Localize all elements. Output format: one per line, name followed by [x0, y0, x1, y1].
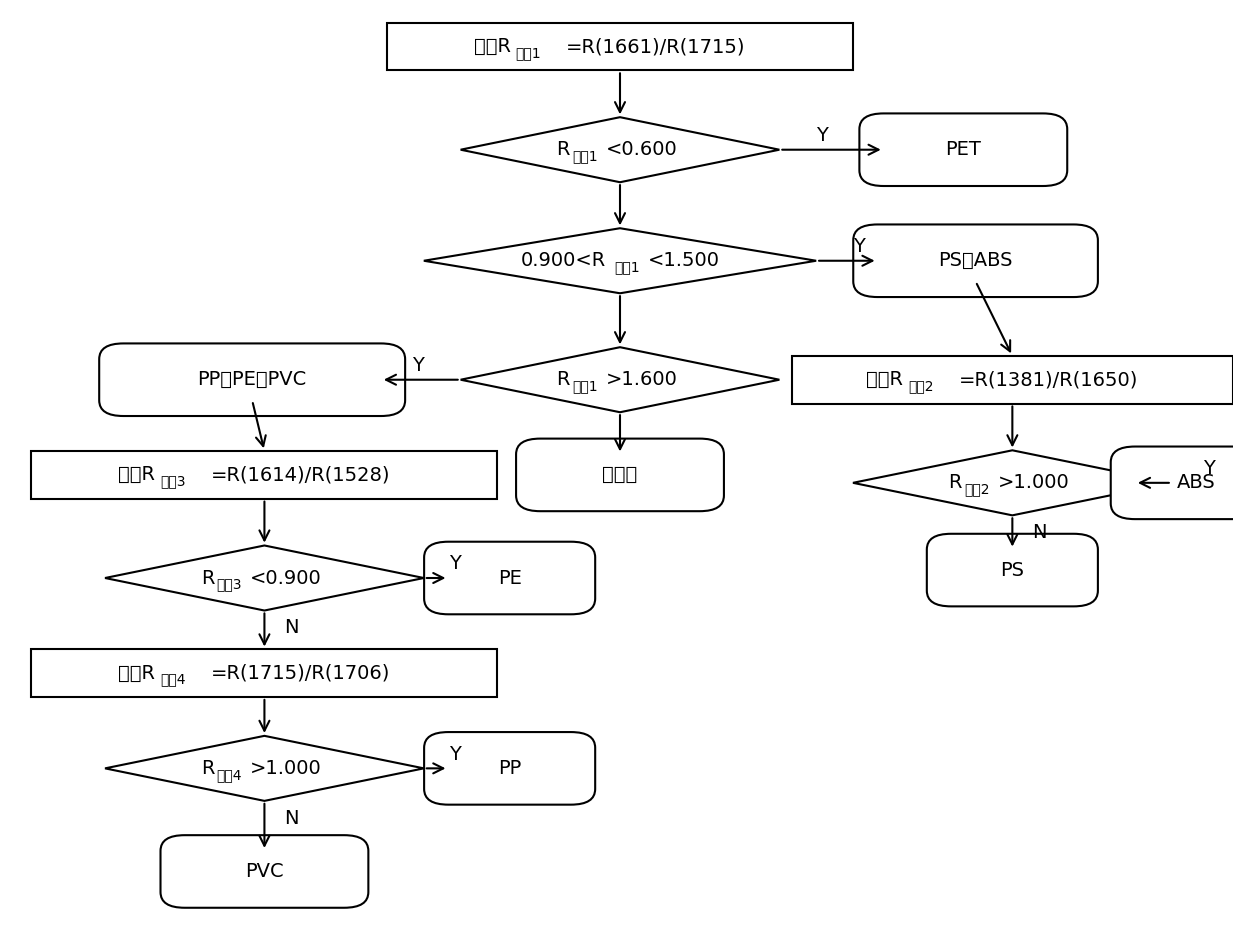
Text: PVC: PVC	[246, 862, 284, 881]
FancyBboxPatch shape	[424, 732, 595, 805]
Text: <0.600: <0.600	[606, 140, 677, 159]
Polygon shape	[105, 736, 424, 801]
Polygon shape	[853, 450, 1172, 516]
Polygon shape	[424, 228, 816, 294]
Text: N: N	[284, 808, 299, 828]
Text: N: N	[284, 619, 299, 637]
Text: =R(1715)/R(1706): =R(1715)/R(1706)	[211, 664, 389, 682]
Polygon shape	[105, 545, 424, 610]
Text: 相对2: 相对2	[908, 379, 934, 393]
Text: 相对4: 相对4	[160, 672, 186, 686]
FancyBboxPatch shape	[424, 542, 595, 614]
Text: 相对1: 相对1	[614, 260, 640, 274]
Text: N: N	[1032, 523, 1047, 543]
Text: Y: Y	[1203, 459, 1214, 478]
Text: Y: Y	[449, 555, 460, 573]
Text: >1.000: >1.000	[250, 759, 322, 778]
Text: 未知样: 未知样	[603, 466, 637, 484]
FancyBboxPatch shape	[516, 439, 724, 511]
FancyBboxPatch shape	[31, 649, 497, 697]
FancyBboxPatch shape	[853, 224, 1097, 297]
Text: Y: Y	[853, 237, 866, 256]
Text: PS: PS	[1001, 560, 1024, 580]
Text: <1.500: <1.500	[649, 251, 720, 270]
Text: =R(1381)/R(1650): =R(1381)/R(1650)	[959, 370, 1138, 389]
Text: >1.000: >1.000	[998, 473, 1070, 493]
Text: <0.900: <0.900	[250, 569, 322, 587]
Text: PS、ABS: PS、ABS	[939, 251, 1013, 270]
Text: 计算R: 计算R	[118, 664, 155, 682]
Text: 相对1: 相对1	[516, 46, 541, 60]
Text: >1.600: >1.600	[606, 370, 678, 389]
Polygon shape	[460, 347, 780, 412]
Text: R: R	[557, 370, 569, 389]
Text: 相对1: 相对1	[572, 149, 598, 163]
Text: 计算R: 计算R	[474, 37, 511, 56]
Text: 计算R: 计算R	[867, 370, 904, 389]
Text: 相对3: 相对3	[160, 474, 186, 488]
Text: Y: Y	[816, 126, 828, 145]
Text: Y: Y	[412, 356, 424, 375]
Text: PP: PP	[498, 759, 521, 778]
Text: =R(1614)/R(1528): =R(1614)/R(1528)	[211, 466, 391, 484]
FancyBboxPatch shape	[31, 451, 497, 499]
Text: R: R	[557, 140, 569, 159]
FancyBboxPatch shape	[791, 356, 1233, 404]
Text: ABS: ABS	[1177, 473, 1215, 493]
FancyBboxPatch shape	[926, 533, 1097, 607]
Polygon shape	[460, 118, 780, 182]
FancyBboxPatch shape	[387, 23, 853, 70]
Text: PET: PET	[945, 140, 981, 159]
Text: 相对2: 相对2	[965, 482, 990, 496]
FancyBboxPatch shape	[859, 113, 1068, 186]
Text: 相对1: 相对1	[572, 379, 598, 393]
FancyBboxPatch shape	[1111, 446, 1240, 519]
Text: 相对4: 相对4	[217, 768, 242, 782]
Text: 相对3: 相对3	[217, 577, 242, 592]
FancyBboxPatch shape	[160, 835, 368, 907]
Text: Y: Y	[449, 745, 460, 764]
FancyBboxPatch shape	[99, 344, 405, 416]
Text: 0.900<R: 0.900<R	[521, 251, 605, 270]
Text: PE: PE	[497, 569, 522, 587]
Text: 计算R: 计算R	[118, 466, 155, 484]
Text: R: R	[949, 473, 962, 493]
Text: R: R	[201, 759, 215, 778]
Text: R: R	[201, 569, 215, 587]
Text: PP、PE、PVC: PP、PE、PVC	[197, 370, 306, 389]
Text: =R(1661)/R(1715): =R(1661)/R(1715)	[567, 37, 745, 56]
